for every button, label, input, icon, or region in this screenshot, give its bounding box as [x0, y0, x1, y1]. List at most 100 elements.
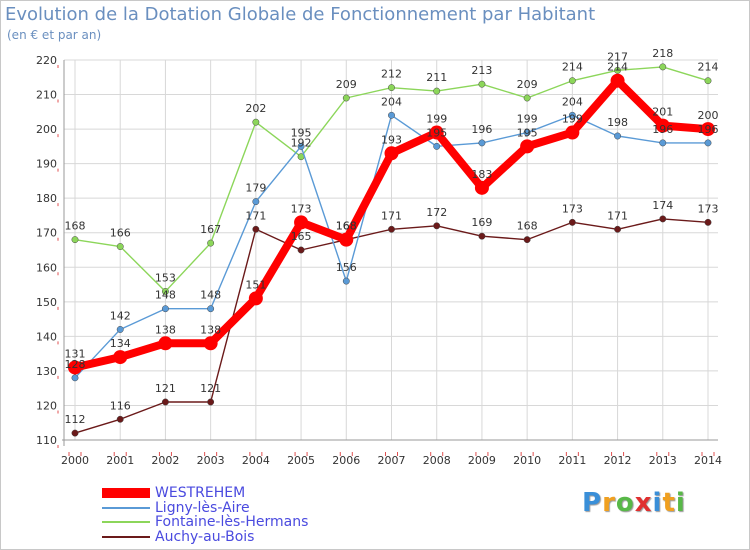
- data-label: 173: [698, 202, 719, 215]
- data-point: [388, 111, 395, 119]
- data-label: 168: [336, 220, 357, 233]
- legend-label: Fontaine-lès-Hermans: [155, 514, 309, 530]
- x-tick-label: 2003: [197, 454, 225, 467]
- chart-title: Evolution de la Dotation Globale de Fonc…: [5, 4, 596, 25]
- data-point: [297, 246, 305, 254]
- data-point: [158, 336, 173, 351]
- data-point: [614, 66, 622, 74]
- x-tick-label: 2011: [558, 454, 586, 467]
- data-point: [704, 218, 712, 226]
- data-point: [297, 142, 305, 150]
- logo-letter: P: [582, 488, 603, 518]
- logo-letter: o: [615, 488, 635, 518]
- y-tick-label: 170: [36, 227, 57, 240]
- data-label: 211: [426, 71, 447, 84]
- data-label: 171: [381, 209, 402, 222]
- data-point: [252, 225, 260, 233]
- data-label: 218: [652, 47, 673, 60]
- data-point: [384, 146, 399, 161]
- data-point: [161, 288, 169, 295]
- data-label: 171: [607, 209, 628, 222]
- logo-letter: t: [662, 488, 676, 518]
- data-label: 173: [562, 202, 583, 215]
- data-point: [161, 398, 169, 406]
- legend-swatch-fontaine: [102, 521, 150, 524]
- y-tick-label: 130: [36, 365, 57, 378]
- data-label: 131: [65, 347, 86, 360]
- data-point: [433, 142, 441, 150]
- data-label: 193: [381, 133, 402, 146]
- data-point: [388, 225, 395, 233]
- data-label: 195: [426, 126, 447, 139]
- data-label: 167: [200, 223, 221, 236]
- data-label: 151: [245, 278, 266, 291]
- data-label: 138: [200, 323, 221, 336]
- data-label: 212: [381, 68, 402, 81]
- data-point: [478, 80, 486, 88]
- data-point: [71, 429, 79, 437]
- data-point: [68, 360, 82, 375]
- data-point: [342, 277, 350, 285]
- data-point: [704, 139, 712, 147]
- data-point: [207, 398, 215, 406]
- data-label: 166: [110, 227, 131, 240]
- data-label: 201: [652, 106, 673, 119]
- data-point: [478, 232, 486, 240]
- data-label: 192: [291, 137, 312, 150]
- logo-letter: i: [675, 488, 686, 518]
- data-label: 172: [426, 206, 447, 219]
- x-tick-label: 2000: [61, 454, 89, 467]
- data-label: 209: [517, 78, 538, 91]
- x-tick-label: 2005: [287, 454, 315, 467]
- data-point: [614, 132, 622, 140]
- data-point: [433, 222, 441, 230]
- data-point: [568, 111, 576, 119]
- data-label: 168: [336, 220, 357, 233]
- data-point: [113, 350, 128, 365]
- data-point: [523, 94, 531, 102]
- x-tick-label: 2014: [694, 454, 722, 467]
- x-tick-label: 2010: [513, 454, 541, 467]
- chart-subtitle: (en € et par an): [7, 28, 102, 42]
- data-label: 142: [110, 309, 131, 322]
- data-label: 214: [562, 61, 583, 74]
- proxiti-logo: Proxiti: [582, 488, 686, 518]
- data-point: [614, 225, 622, 233]
- data-point: [565, 125, 580, 140]
- data-point: [71, 374, 79, 382]
- logo-letter: r: [602, 488, 616, 518]
- data-label: 168: [65, 220, 86, 233]
- data-point: [252, 198, 260, 206]
- y-tick-label: 120: [36, 399, 57, 412]
- data-label: 195: [517, 126, 538, 139]
- data-point: [207, 305, 215, 313]
- data-point: [701, 122, 715, 137]
- data-point: [252, 118, 260, 126]
- data-label: 183: [471, 168, 492, 181]
- data-label: 121: [155, 382, 176, 395]
- data-point: [207, 239, 215, 247]
- data-point: [248, 291, 263, 306]
- data-point: [655, 118, 670, 133]
- data-label: 156: [336, 261, 357, 274]
- y-tick-label: 210: [36, 89, 57, 102]
- data-point: [523, 129, 531, 136]
- x-tick-label: 2001: [106, 454, 134, 467]
- data-point: [339, 232, 354, 247]
- data-label: 196: [471, 123, 492, 136]
- data-point: [568, 218, 576, 226]
- data-label: 116: [110, 399, 131, 412]
- data-label: 198: [607, 116, 628, 129]
- x-tick-label: 2013: [649, 454, 677, 467]
- data-label: 204: [381, 95, 402, 108]
- data-label: 148: [200, 289, 221, 302]
- data-point: [71, 236, 79, 244]
- data-label: 179: [245, 182, 266, 195]
- data-label: 200: [698, 109, 719, 122]
- data-point: [610, 73, 625, 88]
- data-label: 204: [562, 95, 583, 108]
- data-point: [659, 63, 667, 71]
- legend-swatch-auchy: [102, 535, 150, 538]
- data-label: 153: [155, 271, 176, 284]
- data-label: 209: [336, 78, 357, 91]
